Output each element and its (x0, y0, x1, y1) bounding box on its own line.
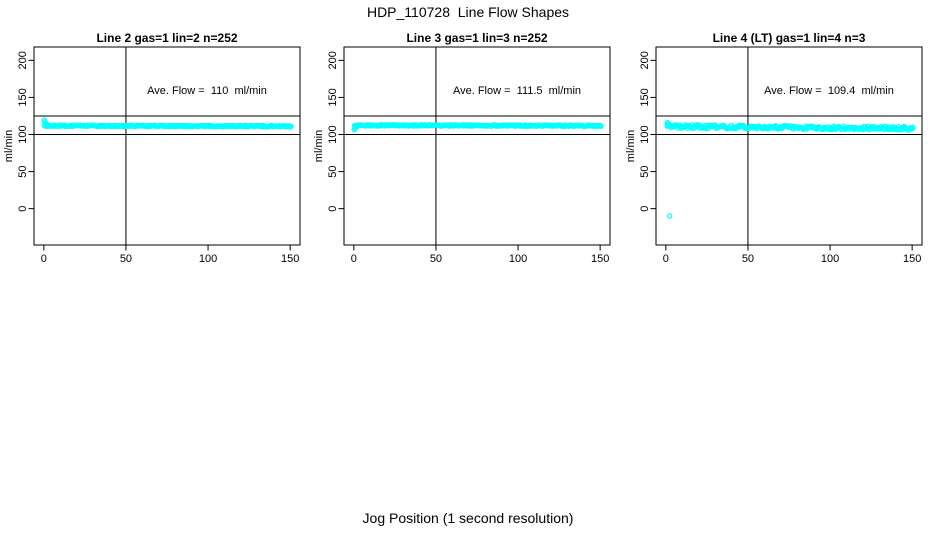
figure-title: HDP_110728 Line Flow Shapes (366, 4, 570, 20)
x-tick-label: 100 (821, 253, 839, 265)
flow-data-point (598, 123, 604, 129)
x-tick-label: 100 (509, 253, 527, 265)
x-tick-label: 150 (903, 253, 921, 265)
y-tick-label: 100 (327, 125, 339, 143)
flow-data-point (702, 125, 709, 131)
flow-leadin-point (353, 124, 359, 131)
panel2-title: Line 3 gas=1 lin=3 n=252 (406, 31, 548, 45)
panel3-ave-flow-annotation: Ave. Flow = 109.4 ml/min (764, 85, 894, 97)
figure-xaxis-label: Jog Position (1 second resolution) (362, 510, 574, 526)
plot-box (343, 46, 611, 246)
y-tick-label: 200 (327, 51, 339, 69)
flow-leadin-point (45, 122, 51, 129)
y-tick-label: 100 (639, 125, 651, 143)
y-tick-label: 50 (639, 165, 651, 177)
panel3-yaxis-label: ml/min (625, 129, 637, 163)
x-tick-label: 50 (742, 253, 754, 265)
flow-data-point (597, 122, 603, 129)
flow-leadin-point (665, 120, 672, 127)
y-tick-label: 0 (639, 206, 651, 212)
panel3-title: Line 4 (LT) gas=1 lin=4 n=3 (712, 31, 866, 45)
y-tick-label: 150 (17, 88, 29, 106)
flow-leadin-point (666, 121, 673, 128)
panel2-ave-flow-annotation: Ave. Flow = 111.5 ml/min (452, 85, 582, 97)
y-tick-label: 50 (327, 165, 339, 177)
y-tick-label: 200 (639, 51, 651, 69)
y-tick-label: 150 (327, 88, 339, 106)
flow-data-point (909, 125, 915, 132)
x-tick-label: 150 (281, 253, 299, 265)
panel2-yaxis-label: ml/min (313, 129, 325, 163)
y-tick-label: 200 (17, 51, 29, 69)
plot-box (655, 46, 923, 246)
x-tick-label: 100 (199, 253, 217, 265)
plot-box (33, 46, 301, 246)
flow-outlier-point (666, 213, 673, 219)
panel1-ave-flow-annotation: Ave. Flow = 110 ml/min (147, 85, 267, 97)
x-tick-label: 50 (120, 253, 132, 265)
panel1-yaxis-label: ml/min (3, 129, 15, 163)
x-tick-label: 0 (351, 253, 357, 265)
x-tick-label: 0 (41, 253, 47, 265)
y-tick-label: 150 (639, 88, 651, 106)
x-tick-label: 50 (430, 253, 442, 265)
panel1-title: Line 2 gas=1 lin=2 n=252 (96, 31, 238, 45)
y-tick-label: 50 (17, 165, 29, 177)
x-tick-label: 0 (663, 253, 669, 265)
x-tick-label: 150 (591, 253, 609, 265)
y-tick-label: 100 (17, 125, 29, 143)
y-tick-label: 0 (327, 206, 339, 212)
flow-data-point (288, 123, 294, 130)
flow-data-point (910, 124, 916, 131)
y-tick-label: 0 (17, 206, 29, 212)
